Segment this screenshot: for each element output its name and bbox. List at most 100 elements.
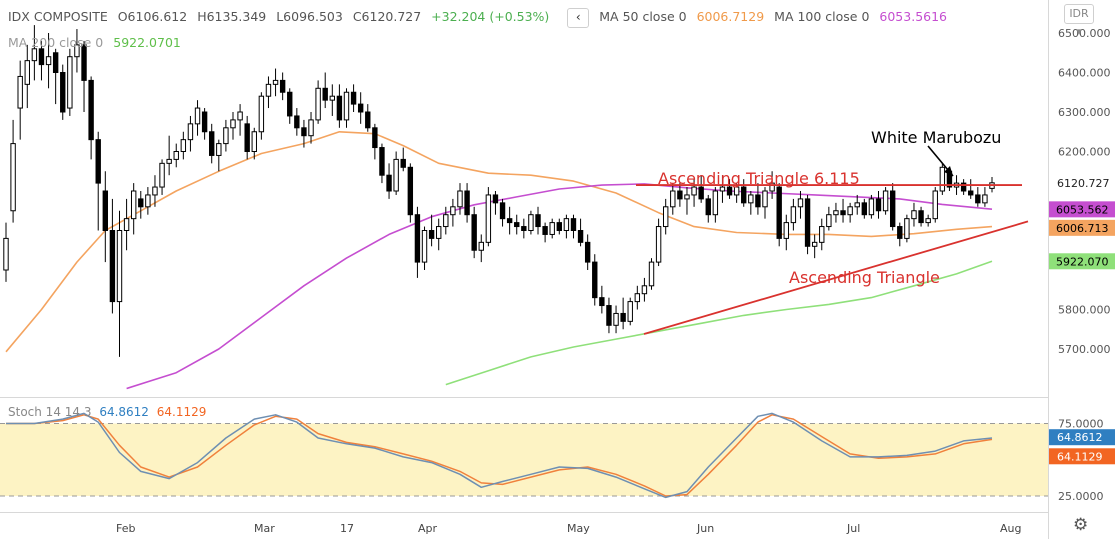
- candle-body: [620, 312, 626, 322]
- candle: [627, 297, 633, 326]
- candle: [776, 183, 782, 247]
- time-axis-label: Mar: [254, 522, 275, 535]
- candle-body: [755, 194, 761, 208]
- price-tag-label: 6006.713: [1056, 222, 1109, 235]
- gear-icon[interactable]: ⚙: [1073, 515, 1089, 535]
- candle-body: [804, 198, 811, 247]
- stoch-band: [0, 423, 1048, 496]
- candle: [95, 131, 101, 231]
- ohlc-high: H6135.349: [197, 9, 267, 24]
- candle-body: [684, 194, 690, 200]
- candle: [407, 163, 414, 223]
- candle: [939, 163, 946, 195]
- chevron-left-icon[interactable]: ‹: [567, 8, 590, 28]
- price-tag-bg: [1049, 219, 1115, 236]
- candle-body: [861, 202, 868, 216]
- candle-body: [372, 127, 378, 149]
- candle: [634, 285, 641, 310]
- stoch-tag-bg: [1049, 429, 1115, 446]
- candle-body: [350, 91, 357, 105]
- candle-body: [95, 139, 101, 184]
- candle: [670, 183, 676, 215]
- time-axis-label: Aug: [1000, 522, 1021, 535]
- candle: [542, 222, 548, 243]
- candle-body: [535, 214, 541, 228]
- ohlc-open: O6106.612: [117, 9, 188, 24]
- candle: [748, 191, 754, 215]
- price-tick-label: 5700.000: [1058, 343, 1111, 356]
- candle-body: [968, 190, 974, 196]
- candle: [287, 88, 293, 124]
- price-tag-last: 6120.727: [1057, 177, 1110, 190]
- candle-body: [932, 190, 938, 220]
- candle: [450, 198, 456, 227]
- candle-body: [315, 87, 321, 121]
- candle: [606, 297, 612, 334]
- ma100-value: 6053.5616: [879, 9, 948, 24]
- price-tick-label: 6500.000: [1058, 27, 1111, 40]
- price-tick-label: 6300.000: [1058, 106, 1111, 119]
- annotation-ascending-triangle-bottom: Ascending Triangle: [789, 268, 940, 287]
- stoch-tag-label: 64.8612: [1057, 431, 1103, 444]
- candle-body: [67, 56, 73, 109]
- currency-badge[interactable]: IDR ▾: [1064, 4, 1094, 38]
- price-change: +32.204 (+0.53%): [431, 9, 550, 24]
- candle-body: [180, 139, 187, 152]
- candle: [698, 175, 704, 203]
- candle: [705, 194, 711, 223]
- candle: [209, 123, 215, 164]
- candle: [662, 198, 669, 235]
- candle: [301, 119, 307, 148]
- candle: [485, 187, 492, 247]
- candle-body: [712, 190, 719, 216]
- candle: [322, 72, 328, 109]
- candle: [691, 179, 697, 207]
- candle: [733, 183, 740, 203]
- candle: [506, 206, 513, 235]
- candle: [216, 139, 222, 172]
- candle: [968, 179, 974, 199]
- candle-body: [528, 214, 534, 231]
- candle-body: [691, 186, 697, 196]
- symbol-name[interactable]: IDX COMPOSITE: [8, 9, 108, 24]
- ma200-line: [445, 260, 993, 386]
- candle-body: [698, 186, 704, 200]
- candle: [272, 68, 279, 97]
- candle: [514, 214, 520, 235]
- currency-label: IDR: [1069, 7, 1089, 20]
- ma50-label[interactable]: MA 50 close 0: [599, 9, 687, 24]
- candle-body: [762, 190, 768, 208]
- candle-body: [925, 218, 931, 224]
- ma50-value: 6006.7129: [696, 9, 765, 24]
- candle-body: [506, 218, 513, 224]
- candle-body: [52, 52, 59, 73]
- candle-body: [343, 91, 350, 121]
- ma100-label[interactable]: MA 100 close 0: [774, 9, 870, 24]
- candle: [648, 258, 655, 290]
- ma200-label[interactable]: MA 200 close 0: [8, 35, 104, 50]
- candle: [159, 159, 165, 195]
- candle: [173, 143, 179, 168]
- candle-body: [294, 115, 300, 129]
- candle: [365, 104, 371, 132]
- candle: [3, 222, 9, 282]
- candle-body: [457, 190, 463, 208]
- candle-body: [187, 123, 194, 141]
- candle-body: [833, 210, 839, 216]
- candle-body: [769, 182, 775, 192]
- candle: [187, 115, 194, 152]
- candle-body: [705, 198, 711, 216]
- candle-body: [24, 60, 30, 85]
- price-tag-label: 6053.562: [1056, 203, 1109, 216]
- candle: [166, 135, 172, 176]
- candle: [918, 206, 924, 227]
- candle: [726, 179, 733, 199]
- candle: [258, 92, 265, 140]
- candle-body: [897, 226, 903, 239]
- candle: [975, 187, 981, 207]
- candle: [811, 234, 818, 259]
- stoch-label[interactable]: Stoch 14 14 3: [8, 405, 92, 419]
- candle-body: [201, 111, 208, 133]
- candle-body: [166, 158, 172, 164]
